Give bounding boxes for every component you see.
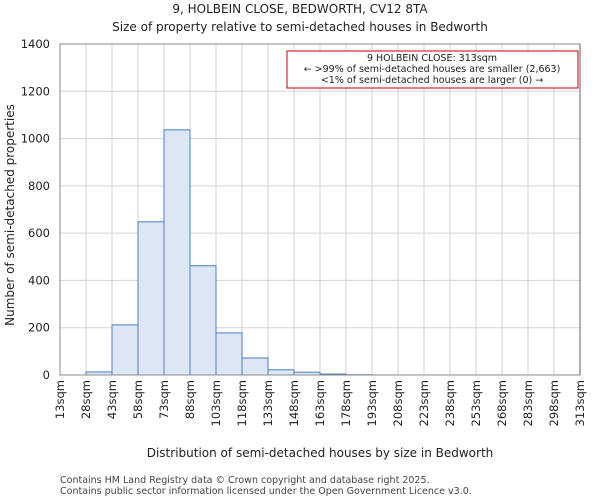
x-tick-label: 163sqm bbox=[313, 380, 327, 426]
bar-103sqm bbox=[215, 332, 243, 376]
bar-88sqm bbox=[189, 265, 217, 376]
y-tick-label: 1400 bbox=[21, 37, 50, 51]
x-tick-label: 28sqm bbox=[79, 380, 93, 419]
chart-subtitle: Size of property relative to semi-detach… bbox=[112, 20, 488, 34]
annotation-line-2: ← >99% of semi-detached houses are small… bbox=[304, 64, 561, 75]
annotation-line-3: <1% of semi-detached houses are larger (… bbox=[321, 75, 543, 86]
x-tick-label: 148sqm bbox=[287, 380, 301, 426]
x-tick-label: 103sqm bbox=[209, 380, 223, 426]
y-tick-labels: 0 200 400 600 800 1000 1200 1400 bbox=[21, 37, 50, 382]
x-tick-label: 73sqm bbox=[157, 380, 171, 419]
x-tick-label: 58sqm bbox=[131, 380, 145, 419]
bar-58sqm bbox=[137, 221, 165, 376]
plot-frame bbox=[59, 43, 581, 376]
chart-title: 9, HOLBEIN CLOSE, BEDWORTH, CV12 8TA bbox=[172, 2, 428, 16]
x-tick-label: 208sqm bbox=[391, 380, 405, 426]
x-axis-label: Distribution of semi-detached houses by … bbox=[147, 446, 494, 460]
bar-118sqm bbox=[241, 357, 269, 376]
x-tick-label: 88sqm bbox=[183, 380, 197, 419]
bars bbox=[85, 129, 373, 376]
x-tick-label: 283sqm bbox=[521, 380, 535, 426]
x-tick-label: 193sqm bbox=[365, 380, 379, 426]
y-tick-label: 1200 bbox=[21, 84, 50, 98]
y-axis-label: Number of semi-detached properties bbox=[3, 104, 17, 326]
x-tick-labels: 13sqm 28sqm 43sqm 58sqm 73sqm 88sqm 103sqm 118s… bbox=[53, 380, 587, 426]
x-tick-label: 178sqm bbox=[339, 380, 353, 426]
y-tick-label: 200 bbox=[28, 321, 50, 335]
x-tick-label: 43sqm bbox=[105, 380, 119, 419]
x-tick-label: 223sqm bbox=[417, 380, 431, 426]
y-tick-label: 0 bbox=[43, 368, 50, 382]
footer-line-2: Contains public sector information licen… bbox=[60, 486, 472, 497]
y-tick-label: 600 bbox=[28, 226, 50, 240]
annotation-box: 9 HOLBEIN CLOSE: 313sqm ← >99% of semi-d… bbox=[286, 50, 579, 89]
footer-line-1: Contains HM Land Registry data © Crown c… bbox=[60, 475, 430, 486]
x-tick-label: 13sqm bbox=[53, 380, 67, 419]
annotation-frame bbox=[286, 50, 579, 89]
x-tick-label: 313sqm bbox=[573, 380, 587, 426]
bar-43sqm bbox=[111, 324, 139, 376]
y-tick-label: 400 bbox=[28, 273, 50, 287]
x-tick-label: 268sqm bbox=[495, 380, 509, 426]
bar-133sqm bbox=[267, 369, 295, 376]
x-tick-label: 298sqm bbox=[547, 380, 561, 426]
x-tick-label: 133sqm bbox=[261, 380, 275, 426]
y-tick-label: 1000 bbox=[21, 132, 50, 146]
bar-73sqm bbox=[163, 129, 191, 376]
annotation-line-1: 9 HOLBEIN CLOSE: 313sqm bbox=[367, 53, 497, 64]
x-tick-label: 238sqm bbox=[443, 380, 457, 426]
x-tick-label: 118sqm bbox=[235, 380, 249, 426]
y-tick-label: 800 bbox=[28, 179, 50, 193]
x-tick-label: 253sqm bbox=[469, 380, 483, 426]
